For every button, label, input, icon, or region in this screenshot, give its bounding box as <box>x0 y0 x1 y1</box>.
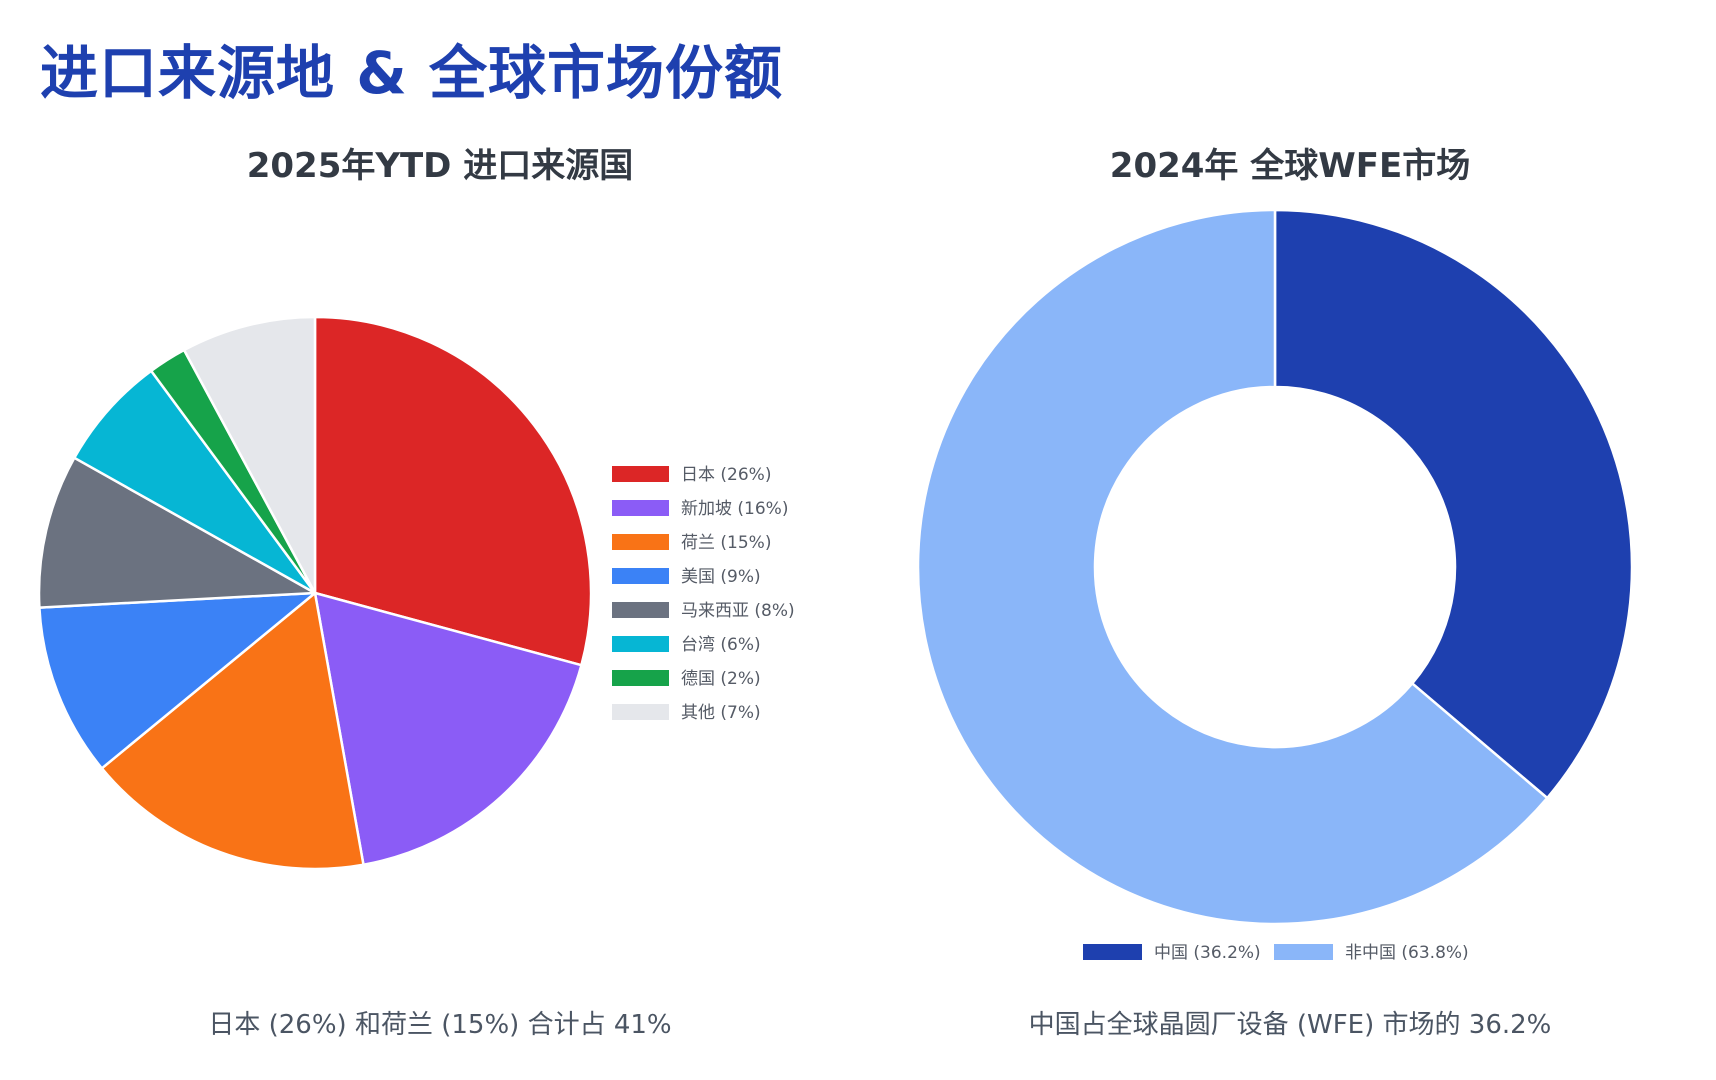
wfe-donut-chart <box>916 208 1634 926</box>
wfe-donut-slice-1 <box>916 208 1549 926</box>
import-legend-label: 台湾 (6%) <box>681 635 761 655</box>
import-legend-swatch <box>612 602 669 618</box>
import-legend-swatch <box>612 568 669 584</box>
import-pie-caption: 日本 (26%) 和荷兰 (15%) 合计占 41% <box>208 1010 672 1040</box>
import-pie-chart-title: 2025年YTD 进口来源国 <box>246 146 634 186</box>
import-legend-label: 其他 (7%) <box>681 703 761 723</box>
import-legend-swatch <box>612 670 669 686</box>
import-pie-slice-1 <box>313 591 583 866</box>
wfe-donut-chart-title: 2024年 全球WFE市场 <box>1109 146 1471 186</box>
wfe-legend-label: 中国 (36.2%) <box>1154 943 1261 963</box>
import-pie-slice-3 <box>38 591 317 770</box>
import-legend-label: 马来西亚 (8%) <box>681 601 795 621</box>
import-legend-label: 日本 (26%) <box>681 465 771 485</box>
wfe-legend-swatch <box>1083 944 1142 960</box>
wfe-donut-caption: 中国占全球晶圆厂设备 (WFE) 市场的 36.2% <box>1028 1010 1552 1040</box>
import-pie-chart <box>37 315 593 871</box>
import-legend-swatch <box>612 466 669 482</box>
page-title: 进口来源地 & 全球市场份额 <box>40 39 783 107</box>
import-pie-legend: 日本 (26%) 新加坡 (16%) 荷兰 (15%) 美国 (9%) 马来西亚 (8%… <box>612 465 795 723</box>
import-legend-swatch <box>612 500 669 516</box>
wfe-legend-label: 非中国 (63.8%) <box>1345 943 1469 963</box>
import-pie-slice-5 <box>73 369 317 595</box>
import-legend-swatch <box>612 636 669 652</box>
import-pie-slice-4 <box>37 456 317 609</box>
import-legend-swatch <box>612 704 669 720</box>
import-pie-slice-0 <box>313 315 593 667</box>
import-legend-label: 荷兰 (15%) <box>681 533 771 553</box>
wfe-donut-legend: 中国 (36.2%) 非中国 (63.8%) <box>1083 943 1469 963</box>
import-legend-swatch <box>612 534 669 550</box>
import-legend-label: 德国 (2%) <box>681 669 761 689</box>
wfe-legend-swatch <box>1274 944 1333 960</box>
wfe-donut-slice-0 <box>1273 208 1634 800</box>
import-pie-slice-7 <box>182 315 317 595</box>
import-legend-label: 美国 (9%) <box>681 567 761 587</box>
import-legend-label: 新加坡 (16%) <box>681 499 788 519</box>
import-pie-slice-2 <box>100 591 365 871</box>
